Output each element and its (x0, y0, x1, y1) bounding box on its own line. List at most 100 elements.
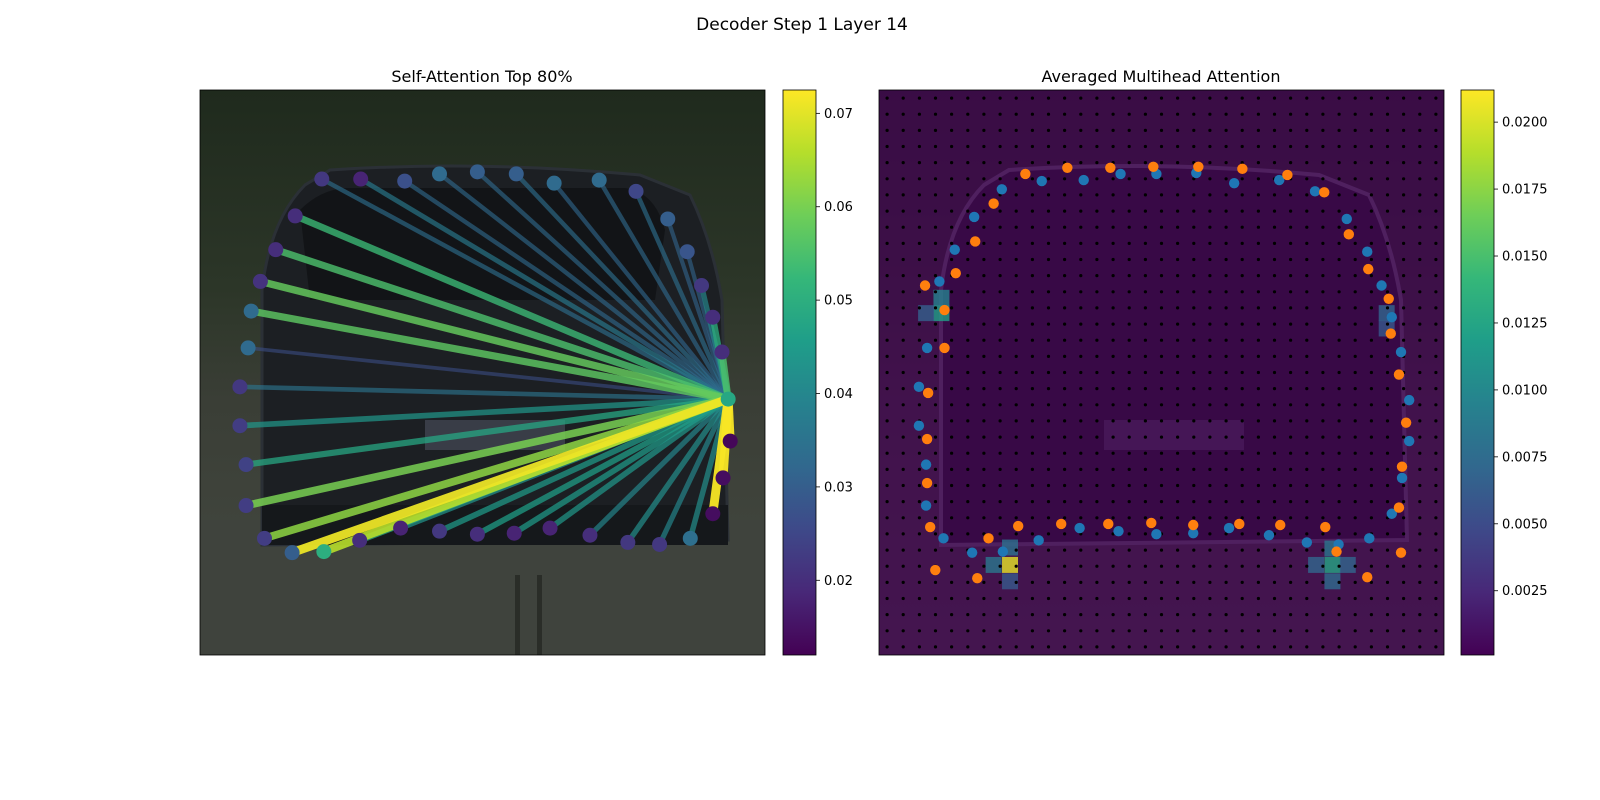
grid-dot (1192, 225, 1196, 229)
grid-dot (917, 306, 922, 310)
blue-reference-point (934, 276, 945, 287)
grid-dot (1063, 241, 1067, 245)
grid-dot (1014, 241, 1018, 245)
grid-dot (1095, 435, 1099, 439)
grid-dot (1030, 370, 1034, 375)
grid-dot (1337, 500, 1341, 504)
grid-dot (1321, 451, 1325, 455)
grid-dot (1321, 225, 1325, 229)
grid-dot (1305, 564, 1309, 568)
grid-dot (1079, 241, 1083, 245)
grid-dot (1369, 322, 1373, 326)
blue-reference-point (1263, 530, 1275, 541)
grid-dot (1127, 96, 1131, 100)
grid-dot (1208, 177, 1212, 181)
grid-dot (1176, 209, 1180, 213)
grid-dot (1143, 645, 1147, 649)
colorbar-tick-label: 0.0025 (1502, 584, 1548, 599)
grid-dot (1369, 128, 1373, 132)
grid-dot (1385, 128, 1390, 132)
attention-line (633, 190, 731, 401)
grid-dot (1385, 580, 1390, 585)
grid-dot (1224, 645, 1228, 649)
grid-dot (1224, 613, 1228, 617)
grid-dot (1014, 403, 1018, 407)
orange-reference-point (1020, 168, 1031, 180)
grid-dot (1014, 225, 1018, 229)
grid-dot (1353, 354, 1357, 358)
grid-dot (1321, 532, 1325, 536)
grid-dot (1256, 112, 1260, 116)
grid-dot (950, 564, 954, 568)
grid-dot (1079, 354, 1083, 358)
grid-dot (1079, 451, 1083, 455)
grid-dot (1418, 257, 1422, 262)
grid-dot (1159, 225, 1164, 229)
grid-dot (933, 516, 938, 520)
grid-dot (1418, 645, 1422, 649)
grid-dot (1337, 483, 1341, 488)
grid-dot (1289, 435, 1293, 439)
grid-dot (1385, 96, 1390, 100)
blue-reference-point (1036, 175, 1047, 187)
grid-dot (998, 177, 1002, 181)
grid-dot (1434, 257, 1438, 262)
grid-dot (998, 483, 1002, 488)
grid-dot (1014, 290, 1018, 294)
grid-dot (982, 225, 986, 229)
grid-dot (1176, 274, 1180, 278)
grid-dot (1208, 435, 1212, 439)
grid-dot (1095, 467, 1099, 471)
grid-dot (1159, 516, 1164, 520)
grid-dot (1208, 112, 1212, 116)
grid-dot (1192, 241, 1196, 245)
vertex-point (240, 340, 256, 356)
grid-dot (1224, 370, 1228, 375)
grid-dot (1337, 257, 1341, 262)
grid-dot (1176, 177, 1180, 181)
grid-dot (917, 209, 922, 213)
grid-dot (1240, 435, 1244, 439)
grid-dot (1240, 338, 1244, 342)
orange-reference-point (1055, 518, 1067, 530)
grid-dot (1240, 483, 1244, 488)
grid-dot (966, 564, 970, 568)
vertex-point (232, 418, 248, 434)
grid-dot (1418, 306, 1422, 310)
grid-dot (1159, 96, 1164, 100)
grid-dot (901, 354, 905, 358)
grid-dot (966, 419, 970, 423)
grid-dot (1111, 387, 1115, 391)
grid-dot (1353, 225, 1357, 229)
grid-dot (1095, 419, 1099, 423)
grid-dot (1305, 645, 1309, 649)
grid-dot (1046, 161, 1051, 165)
grid-dot (885, 274, 889, 278)
grid-dot (1256, 274, 1260, 278)
grid-dot (982, 645, 986, 649)
grid-dot (1127, 613, 1131, 617)
grid-dot (1224, 112, 1228, 116)
grid-dot (982, 435, 986, 439)
grid-dot (1176, 548, 1180, 552)
grid-dot (1353, 483, 1357, 488)
grid-dot (1079, 193, 1083, 197)
orange-reference-point (1234, 518, 1245, 530)
grid-dot (1208, 193, 1212, 197)
grid-dot (1353, 177, 1357, 181)
grid-dot (1369, 338, 1373, 342)
grid-dot (917, 435, 922, 439)
grid-dot (950, 451, 954, 455)
grid-dot (998, 290, 1002, 294)
grid-dot (1272, 451, 1277, 455)
grid-dot (950, 580, 954, 585)
grid-dot (1337, 645, 1341, 649)
vertex-point (620, 534, 636, 550)
heatmap-cell (933, 289, 950, 306)
attention-line (514, 172, 730, 401)
grid-dot (1305, 516, 1309, 520)
grid-dot (1272, 467, 1277, 471)
grid-dot (1079, 161, 1083, 165)
attention-line (293, 212, 730, 403)
grid-dot (1256, 645, 1260, 649)
